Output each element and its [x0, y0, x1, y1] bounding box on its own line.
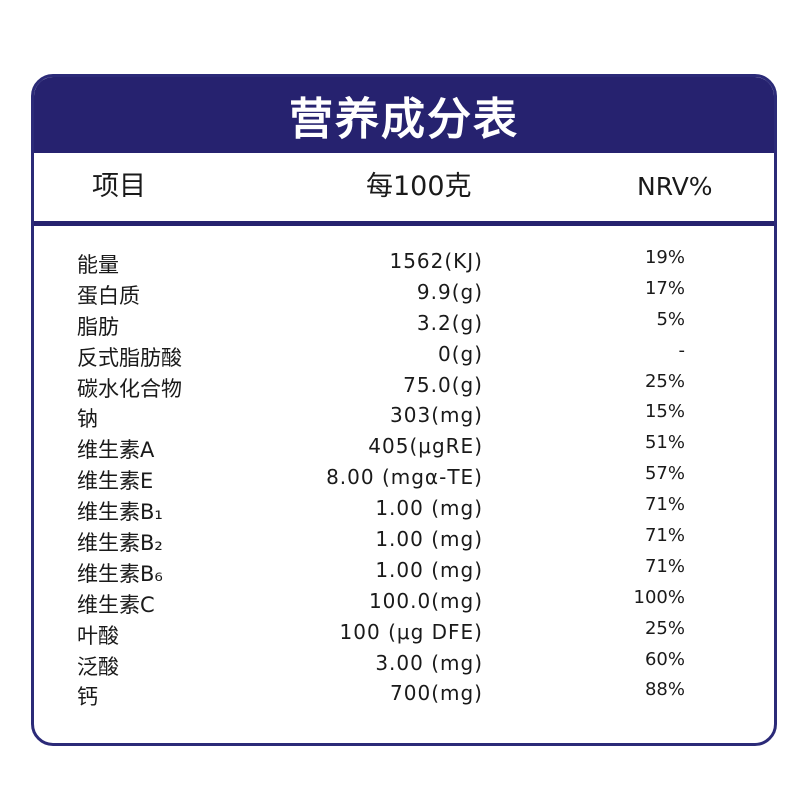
nutrient-value: 100.0(mg) — [368, 588, 483, 613]
table-row: 能量 1562(KJ) 19% — [34, 245, 774, 277]
nutrient-value: 303(mg) — [390, 403, 483, 428]
header-nrv: NRV% — [637, 172, 713, 201]
nutrient-nrv: 71% — [644, 494, 685, 516]
nutrient-name: 碳水化合物 — [77, 376, 182, 401]
nutrient-nrv: 25% — [644, 370, 685, 392]
header-per-100g: 每100克 — [366, 171, 472, 202]
nutrient-name: 脂肪 — [77, 314, 119, 339]
nutrient-name: 叶酸 — [77, 623, 119, 648]
header-divider — [34, 221, 774, 226]
nutrient-name: 蛋白质 — [77, 283, 140, 308]
nutrient-value: 3.2(g) — [416, 310, 483, 335]
nutrition-facts-panel: 营养成分表 项目 每100克 NRV% 能量 1562(KJ) 19% 蛋白质 … — [31, 74, 777, 746]
nutrient-nrv: 51% — [644, 432, 685, 454]
nutrient-nrv: 60% — [644, 648, 685, 670]
title-bar: 营养成分表 — [34, 77, 774, 153]
table-row: 维生素B₂ 1.00 (mg) 71% — [34, 523, 774, 556]
table-row: 维生素C 100.0(mg) 100% — [34, 585, 774, 617]
nutrient-rows: 能量 1562(KJ) 19% 蛋白质 9.9(g) 17% 脂肪 3.2(g)… — [34, 245, 774, 710]
nutrient-nrv: 71% — [644, 555, 685, 577]
nutrient-value: 1.00 (mg) — [375, 557, 483, 582]
nutrient-value: 1.00 (mg) — [375, 527, 483, 552]
nutrient-name: 反式脂肪酸 — [77, 345, 182, 370]
nutrient-value: 3.00 (mg) — [375, 650, 483, 675]
panel-title: 营养成分表 — [289, 94, 519, 145]
nutrient-value: 1.00 (mg) — [375, 496, 483, 521]
nutrient-nrv: 17% — [644, 277, 685, 299]
nutrient-value: 9.9(g) — [416, 279, 483, 304]
table-row: 泛酸 3.00 (mg) 60% — [34, 647, 774, 679]
table-row: 脂肪 3.2(g) 5% — [34, 307, 774, 339]
nutrient-value: 100 (μg DFE) — [339, 619, 483, 644]
nutrient-name: 维生素B₂ — [77, 531, 163, 556]
nutrient-name: 钙 — [77, 685, 98, 710]
nutrient-nrv: 71% — [644, 525, 685, 547]
nutrient-name: 能量 — [77, 253, 119, 277]
nutrient-value: 8.00 (mgα-TE) — [326, 465, 483, 490]
table-row: 叶酸 100 (μg DFE) 25% — [34, 616, 774, 648]
nutrient-nrv: 15% — [644, 401, 685, 423]
nutrient-name: 维生素E — [77, 469, 154, 494]
nutrient-value: 75.0(g) — [403, 372, 483, 397]
table-row: 维生素A 405(μgRE) 51% — [34, 430, 774, 463]
nutrient-name: 维生素A — [77, 438, 155, 463]
table-row: 钙 700(mg) 88% — [34, 677, 774, 710]
nutrient-nrv: 88% — [644, 679, 685, 701]
nutrient-value: 0(g) — [437, 341, 483, 366]
table-row: 碳水化合物 75.0(g) 25% — [34, 369, 774, 401]
nutrient-value: 700(mg) — [390, 681, 483, 706]
nutrient-name: 维生素B₁ — [77, 500, 163, 525]
nutrient-nrv: - — [678, 339, 686, 361]
table-row: 维生素B₆ 1.00 (mg) 71% — [34, 554, 774, 586]
nutrient-name: 泛酸 — [77, 654, 119, 679]
nutrient-value: 1562(KJ) — [389, 249, 483, 273]
nutrient-nrv: 5% — [656, 308, 685, 330]
table-header: 项目 每100克 NRV% — [34, 153, 774, 221]
table-row: 维生素E 8.00 (mgα-TE) 57% — [34, 461, 774, 494]
nutrient-nrv: 100% — [633, 586, 685, 608]
nutrient-nrv: 19% — [644, 247, 685, 268]
nutrient-nrv: 57% — [644, 463, 685, 485]
nutrient-value: 405(μgRE) — [368, 434, 483, 459]
header-item: 项目 — [92, 171, 146, 202]
table-row: 钠 303(mg) 15% — [34, 399, 774, 432]
nutrient-nrv: 25% — [644, 617, 685, 639]
table-row: 蛋白质 9.9(g) 17% — [34, 276, 774, 308]
table-row: 反式脂肪酸 0(g) - — [34, 338, 774, 370]
nutrient-name: 维生素C — [77, 592, 155, 617]
nutrient-name: 钠 — [77, 407, 98, 432]
nutrient-name: 维生素B₆ — [77, 561, 163, 586]
table-row: 维生素B₁ 1.00 (mg) 71% — [34, 492, 774, 525]
